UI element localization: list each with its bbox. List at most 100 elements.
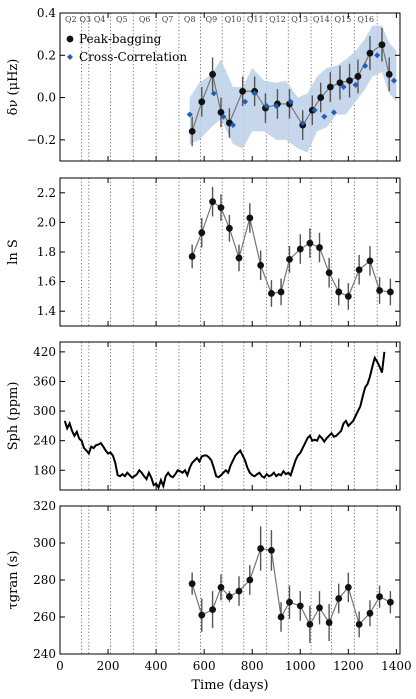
cross-correlation-point xyxy=(251,90,258,97)
peak-bagging-point xyxy=(385,70,393,78)
y-tick-label: −0.2 xyxy=(27,133,56,147)
log-s-series-point xyxy=(325,269,333,277)
cross-correlation-point xyxy=(352,81,359,88)
x-tick-label: 400 xyxy=(145,659,168,673)
quarter-label: Q14 xyxy=(313,15,330,24)
granulation-timescale-series-point xyxy=(217,584,225,591)
peak-bagging-point xyxy=(326,83,334,91)
peak-bagging-point xyxy=(209,70,216,78)
log-s-series-point xyxy=(296,245,304,253)
quarter-label: Q8 xyxy=(184,15,196,24)
axes-frame xyxy=(59,12,401,162)
cross-correlation-point xyxy=(390,77,397,84)
log-s-series-point xyxy=(217,204,225,212)
log-s-series-point xyxy=(268,290,275,297)
y-tick-label: 2.2 xyxy=(37,186,56,200)
log-s-series-point xyxy=(198,229,206,237)
quarter-label: Q9 xyxy=(206,15,218,24)
cross-correlation-point xyxy=(287,98,294,105)
y-tick-label: 280 xyxy=(33,573,56,587)
quarter-label: Q5 xyxy=(116,15,128,24)
y-tick-label: 180 xyxy=(33,463,56,477)
quarter-label: Q12 xyxy=(269,15,286,24)
cross-correlation-point xyxy=(311,107,318,114)
y-tick-label: 240 xyxy=(33,434,56,448)
y-tick-label: 300 xyxy=(33,404,56,418)
panel-photometric-activity: 180 240 300 360 420 Sph (ppm) xyxy=(6,341,401,491)
cross-correlation-point xyxy=(242,98,249,105)
peak-bagging-point xyxy=(188,127,196,135)
x-tick-label: 1200 xyxy=(333,659,364,673)
cross-correlation-point xyxy=(273,103,280,110)
cross-correlation-point xyxy=(330,109,337,116)
cross-correlation-point xyxy=(186,111,193,118)
cross-correlation-point xyxy=(263,103,270,110)
peak-bagging-point xyxy=(354,73,362,80)
cross-correlation-point xyxy=(220,113,227,120)
quarter-label: Q13 xyxy=(291,15,308,24)
quarter-label: Q10 xyxy=(225,15,242,24)
log-s-series-point xyxy=(286,256,293,263)
y-tick-label: 0.0 xyxy=(37,91,56,105)
cross-correlation-point xyxy=(210,90,217,97)
cross-correlation-point xyxy=(321,113,328,120)
granulation-timescale-series-point xyxy=(366,609,374,617)
log-s-series-point xyxy=(335,288,343,296)
y-tick-label: 2.0 xyxy=(37,215,56,229)
quarter-label: Q15 xyxy=(335,15,352,24)
granulation-timescale-series-point xyxy=(306,621,314,628)
granulation-timescale-series-point xyxy=(257,545,265,552)
granulation-timescale-series-point xyxy=(344,584,352,591)
granulation-timescale-series-point xyxy=(225,593,233,601)
y-tick-label: 240 xyxy=(33,647,56,661)
cross-correlation-point xyxy=(374,52,381,59)
quarter-label: Q4 xyxy=(94,15,106,24)
legend-cross-correlation-marker xyxy=(67,54,73,60)
log-s-series-point xyxy=(366,257,374,265)
granulation-timescale-series-point xyxy=(246,576,254,584)
y-tick-label: 0.2 xyxy=(37,48,56,62)
log-s-series-point xyxy=(355,266,363,274)
granulation-timescale-series-point xyxy=(325,619,333,626)
y-tick-label: 360 xyxy=(33,374,56,388)
x-tick-label: 1400 xyxy=(381,659,412,673)
peak-bagging-point xyxy=(378,41,386,49)
peak-bagging-point xyxy=(239,87,247,95)
log-s-series-point xyxy=(257,261,265,269)
peak-bagging-point xyxy=(217,108,225,116)
quarter-label: Q2 xyxy=(65,15,77,24)
cross-correlation-point xyxy=(340,84,347,90)
x-tick-label: 200 xyxy=(97,659,120,673)
granulation-timescale-series-point xyxy=(268,547,275,554)
peak-bagging-point xyxy=(366,49,374,57)
granulation-timescale-series-point xyxy=(376,593,383,601)
cross-correlation-point xyxy=(299,119,306,126)
x-axis-label: Time (days) xyxy=(191,678,268,693)
legend-peak-bagging-marker xyxy=(66,35,74,43)
granulation-timescale-series-point xyxy=(386,598,394,606)
y-tick-label: 300 xyxy=(33,536,56,550)
quarter-label: Q6 xyxy=(139,15,151,24)
granulation-timescale-series-point xyxy=(198,611,206,619)
x-tick-label: 0 xyxy=(56,659,64,673)
peak-bagging-point xyxy=(336,79,344,87)
granulation-timescale-series-point xyxy=(188,580,196,588)
granulation-timescale-series-point xyxy=(277,613,285,621)
log-s-series-point xyxy=(277,288,285,296)
quarter-label: Q7 xyxy=(162,15,174,24)
x-tick-label: 600 xyxy=(193,659,216,673)
y-axis-label: τgran (s) xyxy=(6,551,21,610)
peak-bagging-point xyxy=(317,94,325,101)
axes-frame xyxy=(59,341,401,491)
granulation-timescale-series-point xyxy=(355,621,363,628)
y-tick-label: 0.4 xyxy=(37,6,56,20)
peak-bagging-point xyxy=(198,98,206,106)
log-s-series-point xyxy=(316,244,323,251)
cross-correlation-point xyxy=(230,122,237,129)
legend-cross-correlation-label: Cross-Correlation xyxy=(79,50,187,64)
y-tick-label: 260 xyxy=(33,610,56,624)
log-s-series-point xyxy=(225,224,233,232)
granulation-timescale-series-point xyxy=(335,595,343,602)
granulation-timescale-series-point xyxy=(209,606,216,613)
